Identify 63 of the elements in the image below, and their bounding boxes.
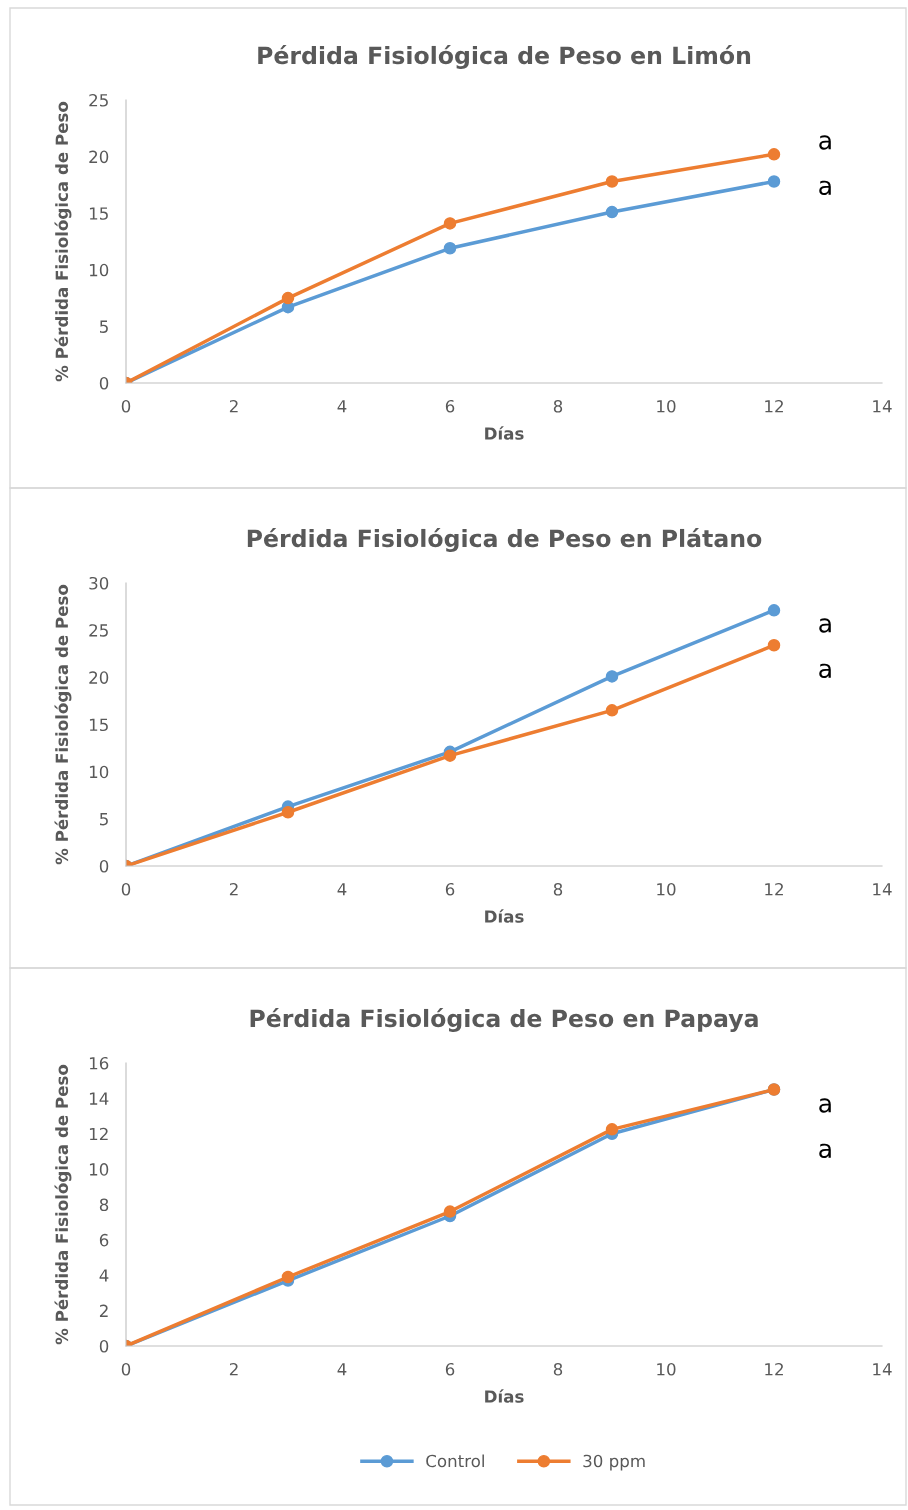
annotation: a xyxy=(819,180,831,195)
x-tick-label: 4 xyxy=(337,400,347,413)
annotation: a xyxy=(819,1098,831,1113)
annotation: a xyxy=(819,135,831,150)
x-tick-label: 10 xyxy=(657,399,676,413)
y-tick-label: 15 xyxy=(89,718,108,732)
y-tick-label: 5 xyxy=(100,320,108,333)
x-axis-title: Días xyxy=(485,426,524,440)
y-tick-label: 25 xyxy=(89,624,108,637)
y-tick-label: 0 xyxy=(99,859,109,873)
x-axis-title: Días xyxy=(485,1389,524,1403)
chart-title: Pérdida Fisiológica de Peso en Limón xyxy=(258,45,751,69)
x-tick-label: 2 xyxy=(229,1362,238,1376)
chart-title: Pérdida Fisiológica de Peso en Plátano xyxy=(247,528,762,552)
legend-label: Control xyxy=(426,1454,484,1468)
x-tick-label: 6 xyxy=(445,882,455,896)
y-axis-title: % Pérdida Fisiológica de Peso xyxy=(54,584,72,865)
x-tick-label: 12 xyxy=(765,399,783,413)
y-tick-label: 0 xyxy=(99,376,109,390)
y-tick-label: 12 xyxy=(89,1127,108,1141)
y-axis-title: % Pérdida Fisiológica de Peso xyxy=(54,101,72,382)
y-tick-label: 4 xyxy=(99,1269,109,1282)
y-tick-label: 20 xyxy=(89,150,109,164)
y-tick-label: 20 xyxy=(89,671,109,684)
y-tick-label: 2 xyxy=(99,1304,108,1317)
y-tick-label: 15 xyxy=(89,207,108,220)
chart-title: Pérdida Fisiológica de Peso en Papaya xyxy=(250,1008,758,1032)
x-tick-label: 2 xyxy=(229,399,238,413)
x-tick-label: 14 xyxy=(873,883,892,896)
y-tick-label: 25 xyxy=(89,93,108,107)
x-tick-label: 4 xyxy=(337,883,347,896)
y-tick-label: 14 xyxy=(89,1092,109,1105)
x-axis-title: Días xyxy=(485,909,524,923)
y-tick-label: 10 xyxy=(89,263,109,277)
annotation: a xyxy=(819,618,831,633)
annotation: a xyxy=(819,663,831,678)
y-tick-label: 0 xyxy=(99,1339,109,1353)
y-tick-label: 16 xyxy=(89,1056,109,1070)
x-tick-label: 0 xyxy=(121,882,131,896)
legend-label: 30 ppm xyxy=(583,1454,645,1471)
x-tick-label: 8 xyxy=(553,1362,563,1376)
x-tick-label: 6 xyxy=(445,399,455,413)
x-tick-label: 10 xyxy=(657,1362,676,1376)
y-tick-label: 30 xyxy=(89,576,109,590)
y-axis-title: % Pérdida Fisiológica de Peso xyxy=(54,1064,72,1345)
x-tick-label: 8 xyxy=(553,399,563,413)
x-tick-label: 2 xyxy=(229,882,238,896)
annotation: a xyxy=(819,1143,831,1158)
x-tick-label: 14 xyxy=(873,400,892,413)
x-tick-label: 0 xyxy=(121,399,131,413)
y-tick-label: 8 xyxy=(99,1198,109,1212)
y-tick-label: 5 xyxy=(100,813,108,826)
x-tick-label: 0 xyxy=(121,1362,131,1376)
x-tick-label: 6 xyxy=(445,1362,455,1376)
x-tick-label: 12 xyxy=(765,882,783,896)
y-tick-label: 10 xyxy=(89,765,109,779)
x-tick-label: 12 xyxy=(765,1362,783,1376)
x-tick-label: 4 xyxy=(337,1363,347,1376)
x-tick-label: 14 xyxy=(873,1363,892,1376)
y-tick-label: 6 xyxy=(99,1233,109,1247)
x-tick-label: 10 xyxy=(657,882,676,896)
y-tick-label: 10 xyxy=(89,1163,109,1176)
x-tick-label: 8 xyxy=(553,882,563,896)
